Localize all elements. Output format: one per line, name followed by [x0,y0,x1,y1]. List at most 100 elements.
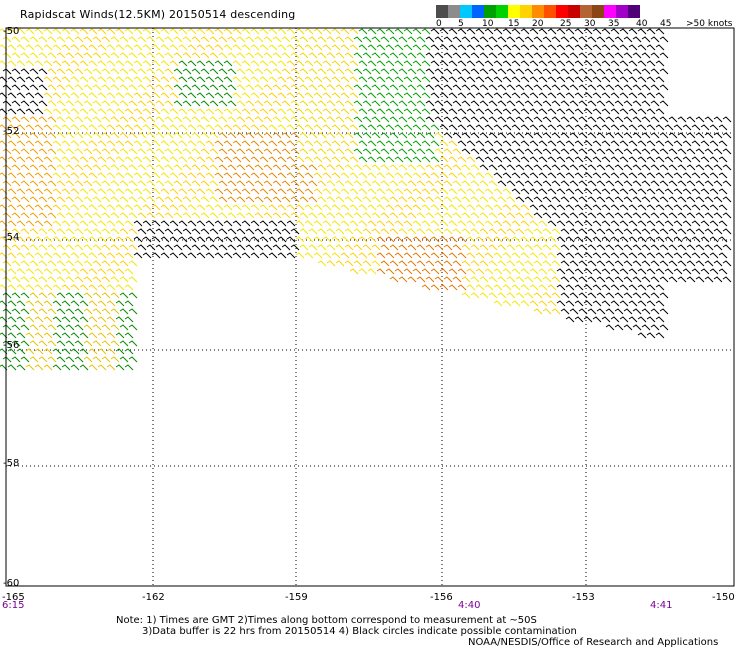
wind-barb [533,212,543,219]
wind-barb [88,124,98,131]
wind-barb [443,196,453,203]
wind-barb [637,300,647,307]
wind-barb [700,220,710,227]
wind-barb [439,236,449,243]
wind-barb [556,124,566,131]
wind-barb [119,180,129,187]
wind-barb [421,172,431,179]
wind-barb [187,124,197,131]
wind-barb [380,244,390,251]
wind-barb [263,132,273,139]
wind-barb [520,172,530,179]
wind-barb [461,148,471,155]
wind-barb [187,44,197,51]
wind-barb [623,180,633,187]
wind-barb [398,164,408,171]
wind-barb [11,100,21,107]
wind-barb [700,140,710,147]
wind-barb [713,164,723,171]
wind-barb [79,364,89,371]
wind-barb [466,188,476,195]
wind-barb [110,52,120,59]
wind-barb [646,28,656,35]
wind-barb [281,36,291,43]
wind-barb [254,100,264,107]
wind-barb [457,44,467,51]
wind-barb [92,196,102,203]
wind-barb [407,84,417,91]
wind-barb [115,124,125,131]
wind-barb [70,188,80,195]
wind-barb [191,52,201,59]
wind-barb [110,340,120,347]
wind-barb [2,308,12,315]
wind-barb [623,68,633,75]
wind-barb [38,324,48,331]
wind-barb [115,332,125,339]
wind-barb [403,188,413,195]
wind-barb [313,188,323,195]
wind-barb [38,196,48,203]
wind-barb [457,60,467,67]
wind-barb [632,196,642,203]
wind-barb [218,244,228,251]
wind-barb [74,148,84,155]
wind-barb [304,252,314,259]
wind-barb [205,204,215,211]
wind-barb [322,60,332,67]
wind-barb [628,172,638,179]
wind-barb [362,228,372,235]
wind-barb [461,132,471,139]
wind-barb [169,140,179,147]
wind-barb [425,52,435,59]
wind-barb [205,188,215,195]
wind-barb [331,28,341,35]
wind-barb [538,300,548,307]
wind-barb [115,28,125,35]
wind-barb [569,244,579,251]
wind-barb [0,44,8,51]
wind-barb [16,140,26,147]
wind-barb [34,268,44,275]
wind-barb [74,260,84,267]
wind-barb [128,244,138,251]
wind-barb [466,76,476,83]
wind-barb [704,196,714,203]
wind-barb [457,156,467,163]
wind-barb [191,116,201,123]
wind-barb [11,340,21,347]
wind-barb [101,116,111,123]
wind-barb [173,52,183,59]
wind-barb [304,44,314,51]
wind-barb [218,148,228,155]
wind-barb [65,116,75,123]
wind-barb [178,28,188,35]
wind-barb [124,44,134,51]
wind-barb [506,260,516,267]
wind-barb [637,284,647,291]
wind-barb [650,68,660,75]
wind-barb [61,364,71,371]
wind-barb [439,284,449,291]
wind-barb [295,28,305,35]
wind-barb [425,116,435,123]
wind-barb [533,36,543,43]
wind-barb [479,292,489,299]
wind-barb [623,196,633,203]
legend-label: 40 [636,19,648,29]
wind-barb [524,180,534,187]
wind-barb [344,244,354,251]
wind-barb [169,236,179,243]
wind-barb [380,148,390,155]
wind-barb [587,276,597,283]
wind-barb [97,108,107,115]
wind-barb [223,156,233,163]
wind-barb [83,308,93,315]
wind-barb [506,36,516,43]
wind-barb [160,124,170,131]
wind-barb [272,196,282,203]
wind-barb [11,356,21,363]
wind-barb [137,228,147,235]
wind-barb [142,204,152,211]
wind-barb [88,236,98,243]
